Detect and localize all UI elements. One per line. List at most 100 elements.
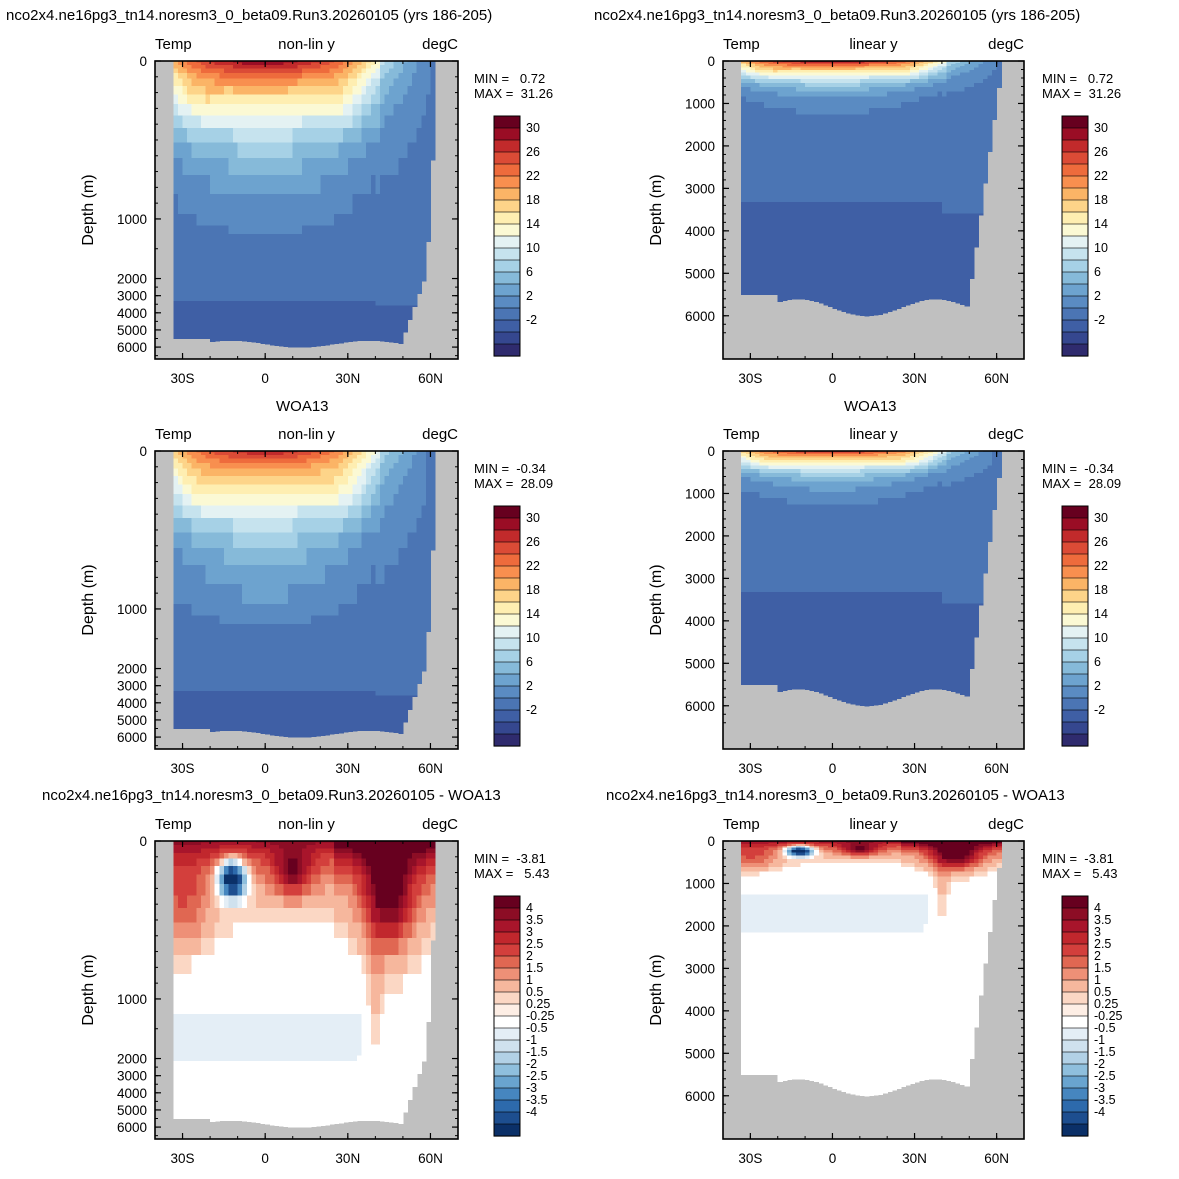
- colorbar-label: 26: [526, 535, 540, 549]
- colorbar-swatch: [1061, 955, 1089, 969]
- y-tick-label: 0: [139, 444, 147, 459]
- panel-left-label: Temp: [155, 816, 192, 833]
- colorbar-swatch: [493, 601, 521, 615]
- colorbar-swatch: [493, 127, 521, 141]
- colorbar-swatch: [493, 943, 521, 957]
- panel-left-label: Temp: [723, 816, 760, 833]
- colorbar-swatch: [493, 151, 521, 165]
- colorbar-label: 0.25: [1094, 997, 1118, 1011]
- colorbar-swatch: [1061, 1123, 1089, 1137]
- colorbar-swatch: [1061, 295, 1089, 309]
- colorbar-frame: [1061, 115, 1089, 357]
- colorbar-swatch: [493, 553, 521, 567]
- stats-max-4: MAX = 28.09: [1042, 476, 1122, 491]
- colorbar-label: 22: [1094, 559, 1108, 573]
- colorbar-swatch: [1061, 721, 1089, 735]
- panel-center-label: linear y: [849, 36, 898, 53]
- colorbar-swatch: [493, 589, 521, 603]
- colorbar-label: 30: [1094, 511, 1108, 525]
- panel-right-label: degC: [422, 36, 458, 53]
- y-tick-label: 1000: [117, 212, 147, 227]
- x-tick-label: 30S: [171, 761, 195, 776]
- colorbar: 30 26 22 18 14 10 6 2 -2: [1061, 505, 1108, 747]
- x-tick-label: 30N: [902, 371, 927, 386]
- y-tick-label: 3000: [685, 571, 715, 586]
- x-tick-label: 0: [261, 1151, 269, 1166]
- x-tick-label: 30S: [738, 1151, 762, 1166]
- y-axis-label: Depth (m): [80, 174, 97, 245]
- colorbar-swatch: [493, 295, 521, 309]
- row-title-1-right: nco2x4.ne16pg3_tn14.noresm3_0_beta09.Run…: [594, 7, 1081, 24]
- colorbar-label: 2: [1094, 949, 1101, 963]
- colorbar-swatch: [493, 1015, 521, 1029]
- colorbar-label: 3: [1094, 925, 1101, 939]
- colorbar-swatch: [1061, 1027, 1089, 1041]
- y-tick-label: 0: [139, 54, 147, 69]
- x-tick-label: 0: [829, 1151, 837, 1166]
- colorbar-label: 3.5: [1094, 913, 1111, 927]
- colorbar-swatch: [1061, 637, 1089, 651]
- colorbar-label: 30: [526, 511, 540, 525]
- y-tick-label: 6000: [117, 340, 147, 355]
- colorbar-swatch: [1061, 733, 1089, 747]
- colorbar-label: 10: [526, 241, 540, 255]
- colorbar-swatch: [1061, 1099, 1089, 1113]
- colorbar-swatch: [1061, 1087, 1089, 1101]
- y-tick-label: 3000: [117, 679, 147, 694]
- colorbar-swatch: [1061, 163, 1089, 177]
- colorbar-swatch: [1061, 115, 1089, 129]
- colorbar-swatch: [493, 565, 521, 579]
- colorbar-swatch: [493, 541, 521, 555]
- x-tick-label: 0: [829, 371, 837, 386]
- colorbar-label: 18: [526, 193, 540, 207]
- row-title-2-left: WOA13: [276, 398, 329, 415]
- colorbar-swatch: [493, 163, 521, 177]
- stats-min-1: MIN = 0.72: [474, 71, 546, 86]
- colorbar-label: -0.25: [526, 1009, 555, 1023]
- colorbar-swatch: [493, 517, 521, 531]
- y-tick-label: 2000: [685, 529, 715, 544]
- colorbar-swatch: [493, 967, 521, 981]
- row-title-3-left: nco2x4.ne16pg3_tn14.noresm3_0_beta09.Run…: [42, 787, 501, 804]
- y-tick-label: 4000: [117, 306, 147, 321]
- colorbar-swatch: [493, 685, 521, 699]
- stats-min-5: MIN = -3.81: [474, 851, 546, 866]
- colorbar-label: -0.5: [1094, 1021, 1116, 1035]
- y-tick-label: 1000: [685, 486, 715, 501]
- x-tick-label: 0: [261, 371, 269, 386]
- colorbar-label: 4: [526, 901, 533, 915]
- colorbar-swatch: [1061, 601, 1089, 615]
- row-title-3-right: nco2x4.ne16pg3_tn14.noresm3_0_beta09.Run…: [606, 787, 1065, 804]
- colorbar-swatch: [493, 1027, 521, 1041]
- colorbar-swatch: [1061, 271, 1089, 285]
- colorbar-label: 6: [526, 655, 533, 669]
- colorbar-frame: [493, 505, 521, 747]
- colorbar-swatch: [493, 259, 521, 273]
- colorbar-swatch: [493, 139, 521, 153]
- colorbar-swatch: [1061, 187, 1089, 201]
- colorbar-frame: [1061, 505, 1089, 747]
- colorbar-swatch: [1061, 1003, 1089, 1017]
- colorbar-swatch: [493, 613, 521, 627]
- panel-left-label: Temp: [155, 36, 192, 53]
- colorbar: 43.532.521.510.50.25-0.25-0.5-1-1.5-2-2.…: [1061, 895, 1123, 1137]
- y-tick-label: 0: [707, 444, 715, 459]
- colorbar-swatch: [1061, 343, 1089, 357]
- colorbar-swatch: [1061, 991, 1089, 1005]
- colorbar-swatch: [1061, 613, 1089, 627]
- colorbar-swatch: [493, 235, 521, 249]
- y-tick-label: 1000: [685, 96, 715, 111]
- x-tick-label: 30S: [738, 371, 762, 386]
- colorbar-swatch: [493, 673, 521, 687]
- x-tick-label: 30S: [738, 761, 762, 776]
- y-tick-label: 5000: [117, 713, 147, 728]
- colorbar-label: 2: [526, 289, 533, 303]
- y-tick-label: 4000: [685, 1004, 715, 1019]
- colorbar-swatch: [493, 175, 521, 189]
- colorbar-swatch: [1061, 1075, 1089, 1089]
- colorbar-swatch: [493, 895, 521, 909]
- colorbar-label: 6: [1094, 265, 1101, 279]
- colorbar-swatch: [1061, 1051, 1089, 1065]
- y-axis-label: Depth (m): [648, 174, 665, 245]
- colorbar-label: 1: [526, 973, 533, 987]
